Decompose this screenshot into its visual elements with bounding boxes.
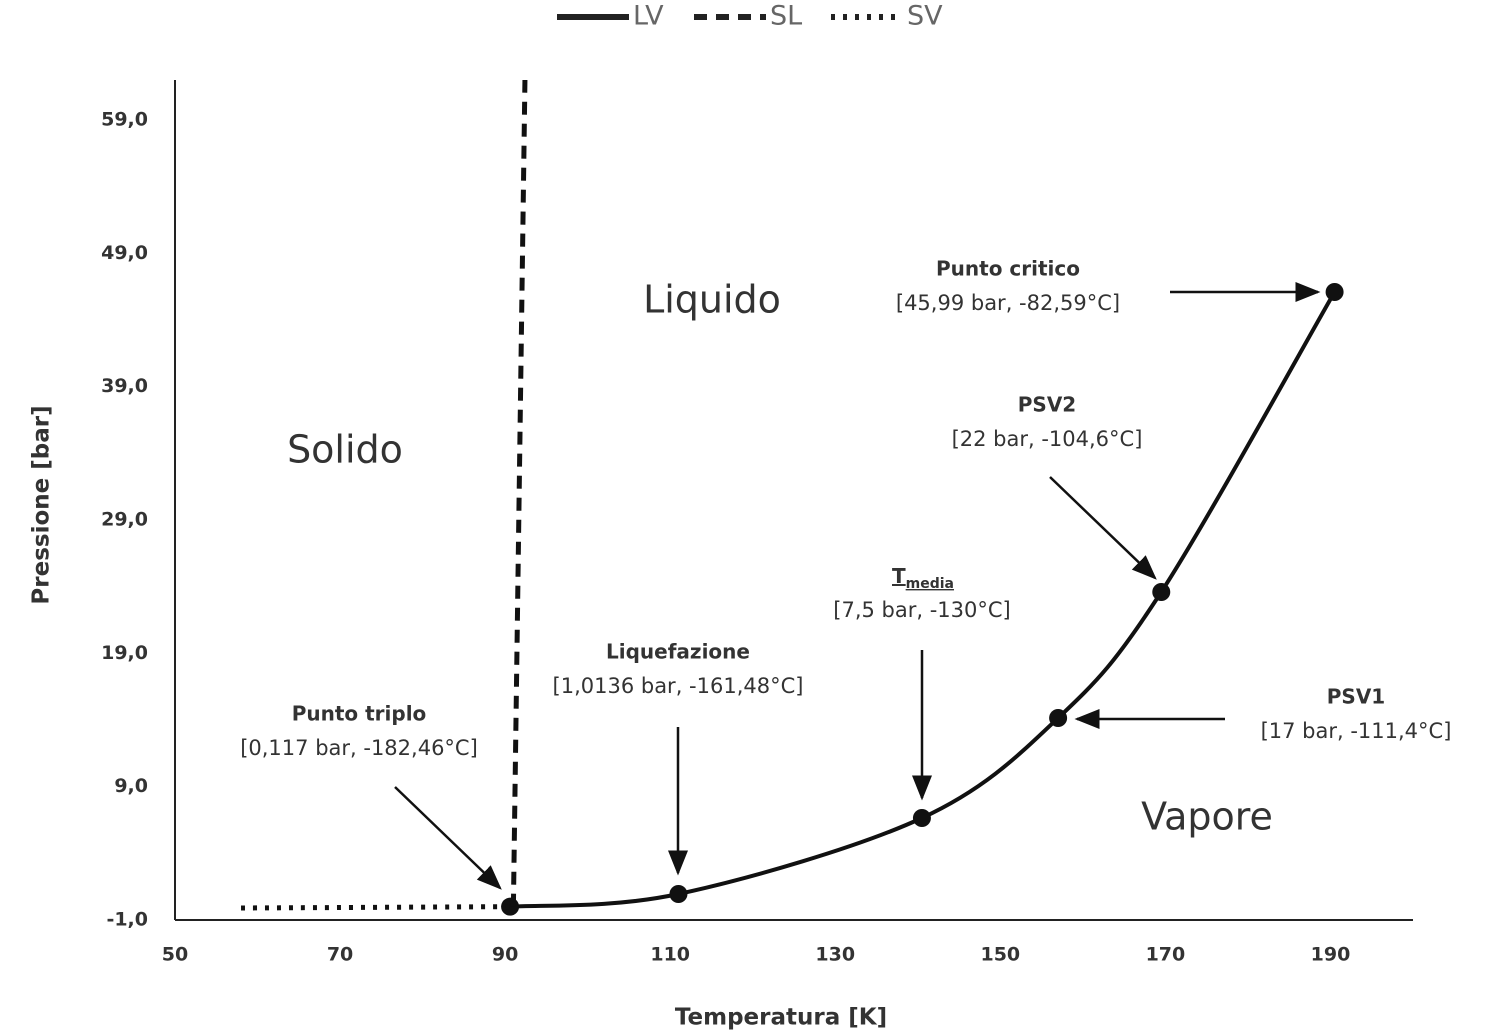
legend-label: SL xyxy=(770,1,802,32)
annotation-arrow xyxy=(394,786,502,890)
point xyxy=(501,897,520,916)
annotation-title: PSV2 xyxy=(1018,393,1076,417)
annotation-text: [1,0136 bar, -161,48°C] xyxy=(553,674,804,698)
y-tick-label: 29,0 xyxy=(101,509,148,531)
x-tick-label: 130 xyxy=(815,944,855,966)
x-tick-label: 90 xyxy=(492,944,518,966)
y-tick-label: 49,0 xyxy=(101,242,148,264)
x-axis-title: Temperatura [K] xyxy=(675,1005,887,1031)
annotation-title: Punto critico xyxy=(936,257,1080,281)
annotation-arrow xyxy=(1049,476,1157,580)
annotation-text: [7,5 bar, -130°C] xyxy=(833,598,1010,622)
legend-label: SV xyxy=(907,1,943,32)
series-line xyxy=(509,290,1337,909)
annotation-text: [22 bar, -104,6°C] xyxy=(952,427,1143,451)
point xyxy=(1152,583,1171,601)
region-label: Solido xyxy=(287,428,403,472)
annotation-title: Liquefazione xyxy=(606,640,750,664)
point xyxy=(912,809,931,827)
y-tick-label: 59,0 xyxy=(101,109,148,131)
x-tick-label: 150 xyxy=(980,944,1020,966)
annotation-subscript: media xyxy=(906,576,954,592)
y-tick-label: -1,0 xyxy=(106,909,148,931)
region-label: Vapore xyxy=(1141,795,1273,839)
annotation-title: Tmedia xyxy=(892,564,954,593)
x-tick-label: 170 xyxy=(1146,944,1186,966)
legend-label: LV xyxy=(633,1,664,32)
annotation-title: Punto triplo xyxy=(292,702,427,726)
annotation-title-main: T xyxy=(892,564,906,588)
annotation-title: PSV1 xyxy=(1327,685,1385,709)
annotation-text: [0,117 bar, -182,46°C] xyxy=(240,736,478,760)
y-tick-label: 39,0 xyxy=(101,375,148,397)
x-tick-label: 190 xyxy=(1311,944,1351,966)
y-tick-label: 19,0 xyxy=(101,642,148,664)
annotation-text: [45,99 bar, -82,59°C] xyxy=(896,291,1120,315)
x-tick-label: 110 xyxy=(650,944,690,966)
y-axis-title: Pressione [bar] xyxy=(29,405,55,604)
point xyxy=(1049,709,1068,727)
region-label: Liquido xyxy=(643,278,781,322)
series-line xyxy=(241,904,511,911)
x-tick-label: 70 xyxy=(327,944,353,966)
annotation-text: [17 bar, -111,4°C] xyxy=(1261,719,1452,743)
series-line xyxy=(510,79,528,907)
x-tick-label: 50 xyxy=(162,944,188,966)
y-tick-label: 9,0 xyxy=(114,775,148,797)
point xyxy=(1325,283,1344,301)
point xyxy=(669,885,688,903)
